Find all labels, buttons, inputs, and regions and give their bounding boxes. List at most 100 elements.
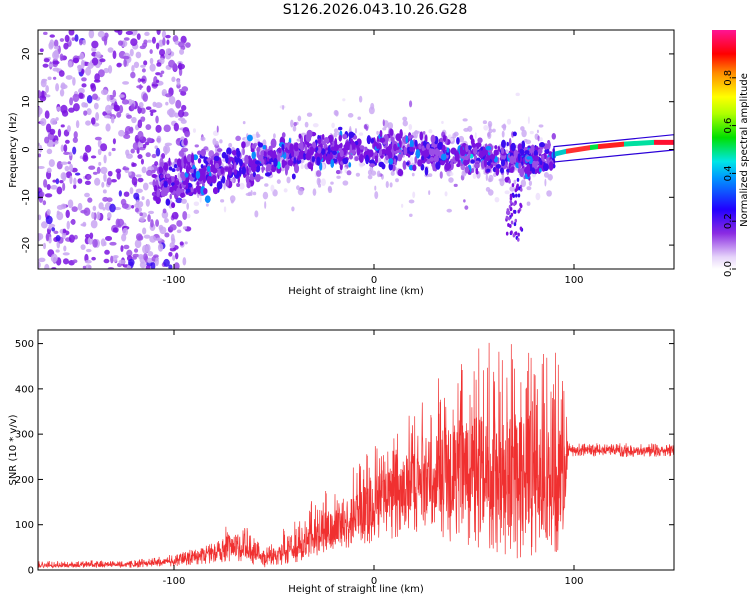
spectrogram-blob [159,174,164,179]
spectrogram-blob [296,185,300,191]
spectrogram-blob [291,173,296,180]
spectrogram-blob [450,147,457,155]
spectrogram-blob [156,135,162,144]
spectrogram-signal-segment [590,144,598,151]
spectrogram-y-tick-label: -20 [21,237,32,253]
spectrogram-blob [379,137,386,143]
spectrogram-blob [98,161,102,166]
spectrogram-blob [219,139,223,144]
spectrogram-blob [137,154,143,159]
spectrogram-blob [130,103,135,111]
spectrogram-blob [102,189,107,194]
spectrogram-blob [97,148,102,156]
spectrogram-blob [155,147,161,157]
spectrogram-blob [80,223,87,227]
spectrogram-blob [437,142,443,150]
spectrogram-blob [186,202,190,210]
spectrogram-blob [148,210,155,215]
spectrogram-blob [93,102,99,110]
spectrogram-blob [86,174,92,180]
spectrogram-blob [312,188,317,196]
spectrogram-blob [129,187,134,195]
spectrogram-blob [453,183,458,187]
snr-y-tick-label: 0 [28,566,34,577]
spectrogram-blob [186,213,191,219]
spectrogram-blob [155,196,161,205]
spectrogram-blob [56,204,64,210]
spectrogram-blob [405,161,410,166]
spectrogram-blob [60,82,66,90]
spectrogram-blob [446,208,452,213]
spectrogram-blob [205,203,209,207]
spectrogram-blob [114,30,120,33]
spectrogram-blob [107,47,114,53]
spectrogram-blob [226,147,232,156]
spectrogram-blob [127,171,132,176]
spectrogram-blob [418,144,422,150]
spectrogram-blob [38,257,46,263]
spectrogram-blob [140,116,146,122]
spectrogram-blob [501,130,505,138]
spectrogram-blob [251,143,257,150]
spectrogram-blob [242,147,245,156]
spectrogram-blob [62,228,67,234]
spectrogram-blob [485,146,492,151]
spectrogram-blob [142,244,148,254]
spectrogram-blob [159,161,165,167]
spectrogram-blob [135,174,142,178]
spectrogram-y-tick-label: -10 [21,189,32,205]
spectrogram-blob [155,219,160,227]
spectrogram-blob [312,141,317,149]
spectrogram-blob [305,152,312,161]
spectrogram-blob [176,79,181,86]
spectrogram-blob [535,160,540,165]
spectrogram-blob [106,94,111,102]
spectrogram-blob [94,136,102,141]
spectrogram-blob [516,177,520,182]
spectrogram-blob [77,64,82,73]
spectrogram-blob [200,168,205,172]
spectrogram-blob [231,149,237,156]
spectrogram-blob [471,168,474,173]
spectrogram-blob [333,132,338,138]
spectrogram-blob [84,192,90,198]
spectrogram-blob [366,135,371,145]
spectrogram-blob [513,149,518,159]
spectrogram-blob [472,145,478,155]
spectrogram-blob [266,163,272,172]
spectrogram-blob [48,236,52,244]
spectrogram-blob [509,186,515,192]
spectrogram-blob [81,101,87,108]
spectrogram-signal-segment [566,145,590,154]
spectrogram-blob [123,191,130,197]
spectrogram-blob [349,144,353,154]
spectrogram-blob [77,178,83,184]
spectrogram-blob [263,157,267,165]
spectrogram-blob [94,73,100,82]
spectrogram-blob [216,148,223,153]
spectrogram-blob [39,95,47,102]
spectrogram-blob [441,120,444,125]
spectrogram-blob [517,167,522,174]
spectrogram-blob [135,199,140,206]
spectrogram-blob [354,156,360,162]
spectrogram-blob [49,34,55,38]
spectrogram-blob [149,57,154,65]
spectrogram-blob [478,152,483,158]
spectrogram-blob [55,178,60,185]
spectrogram-blob [45,85,49,93]
spectrogram-blob [376,170,381,178]
spectrogram-blob [204,195,211,203]
spectrogram-blob [236,182,241,188]
spectrogram-blob [60,161,68,165]
spectrogram-blob [80,244,86,251]
spectrogram-blob [107,170,113,177]
spectrogram-blob [357,116,362,120]
snr-series-line [38,342,674,569]
spectrogram-blob [374,155,378,159]
colorbar-tick-label: 0.6 [723,118,734,134]
spectrogram-blob [509,158,516,163]
spectrogram-blob [95,51,101,59]
spectrogram-blob [489,153,496,160]
spectrogram-blob [142,93,149,102]
